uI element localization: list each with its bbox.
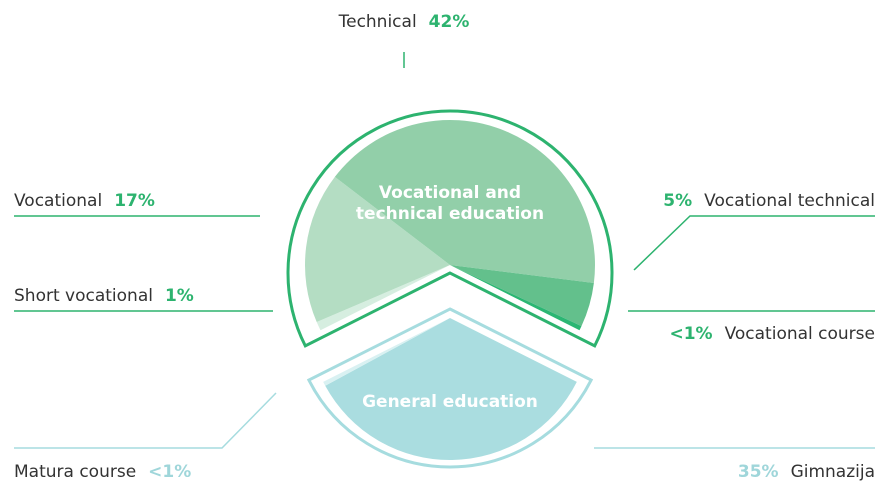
leader-line <box>14 392 277 449</box>
category-name: Vocational technical <box>704 191 875 211</box>
category-name: Technical <box>338 12 417 32</box>
group-name: General education <box>362 392 538 412</box>
slice-label: 35% Gimnazija <box>738 462 875 481</box>
value-label: <1% <box>148 462 191 481</box>
group-outline <box>306 307 594 469</box>
value-label: <1% <box>669 324 712 344</box>
slice-label: Vocational 17% <box>14 191 155 211</box>
pie-slice <box>334 119 596 283</box>
value-label: 17% <box>114 191 155 211</box>
pie-slice <box>323 318 450 386</box>
pie-slice <box>316 265 450 331</box>
slice-label: Matura course <1% <box>14 462 191 481</box>
category-name: Gimnazija <box>791 462 875 481</box>
slice-label: Short vocational 1% <box>14 286 194 306</box>
value-label: 1% <box>165 286 194 306</box>
category-name: Matura course <box>14 462 136 481</box>
leader-line <box>633 215 875 271</box>
value-label: 35% <box>738 462 779 481</box>
value-label: 5% <box>663 191 692 211</box>
slice-label: <1% Vocational course <box>669 324 875 344</box>
slice-label: Technical 42% <box>338 12 470 32</box>
group-outline <box>286 109 614 348</box>
category-name: Vocational course <box>725 324 875 344</box>
group-name: Vocational and technical education <box>355 183 545 224</box>
pie-slice <box>325 318 577 460</box>
pie-slice <box>305 176 450 323</box>
category-name: Vocational <box>14 191 102 211</box>
pie-slice <box>450 265 594 327</box>
value-label: 42% <box>429 12 470 32</box>
category-name: Short vocational <box>14 286 153 306</box>
pie-slice <box>450 265 582 331</box>
slice-label: 5% Vocational technical <box>663 191 875 211</box>
